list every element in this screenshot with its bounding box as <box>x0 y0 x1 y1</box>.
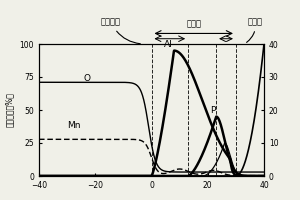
Text: P: P <box>211 106 216 115</box>
Text: 氧化物侧: 氧化物侧 <box>101 17 140 44</box>
Text: 被覆层: 被覆层 <box>186 19 201 28</box>
Text: O: O <box>84 74 91 83</box>
Text: Al: Al <box>164 40 173 49</box>
Text: 表层侧: 表层侧 <box>247 17 263 42</box>
Text: Mn: Mn <box>67 121 81 130</box>
Y-axis label: 原子浓度（%）: 原子浓度（%） <box>5 93 14 127</box>
